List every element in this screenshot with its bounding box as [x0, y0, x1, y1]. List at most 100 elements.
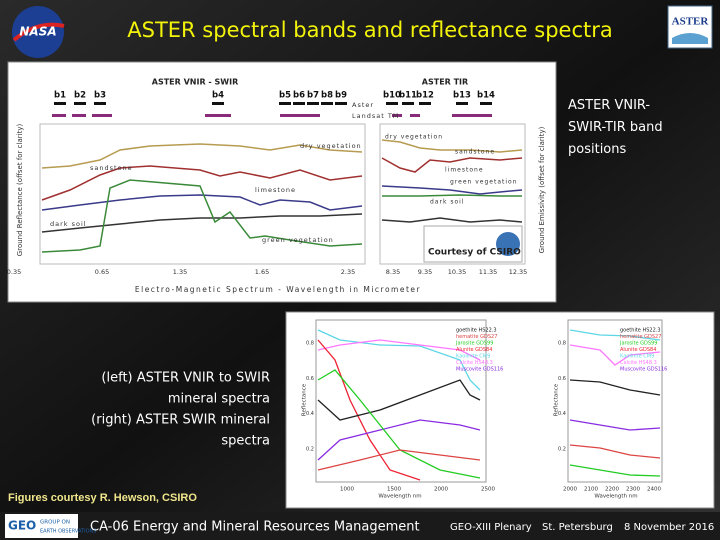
logo-swoosh: [12, 22, 65, 42]
band-label: b14: [477, 91, 495, 101]
legend-entry: goethite HS22.3: [456, 328, 497, 334]
x-tick-label: 2300: [626, 487, 640, 493]
spectrum-curve: [317, 449, 481, 471]
logo-text: GROUP ON: [40, 520, 70, 526]
spectrum-curve: [317, 339, 421, 481]
event: GEO-XIII Plenary: [450, 522, 532, 533]
curve-label: sandstone: [90, 164, 133, 172]
csiro-logo: [496, 232, 520, 256]
band-bar: [335, 102, 347, 105]
legend-entry: Calcite HS48.3: [456, 360, 493, 366]
x-tick-label: 12.35: [509, 268, 528, 276]
tm-bar: [392, 114, 402, 117]
logo-frame: [5, 514, 78, 538]
legend-entry: Jarosite GDS99: [619, 341, 657, 347]
caption: (left) ASTER VNIR to SWIR mineral spectra…: [91, 371, 270, 449]
x-tick-label: 1.65: [255, 268, 269, 276]
band-label: b1: [54, 91, 66, 101]
y-axis-label: Ground Reflectance (offset for clarity): [16, 124, 24, 257]
band-bar: [293, 102, 305, 105]
y-tick-label: 0.2: [558, 446, 566, 452]
x-tick-label: 11.35: [479, 268, 498, 276]
curve-label: limestone: [255, 186, 296, 194]
x-tick-label: 1000: [340, 487, 354, 493]
spectrum-curve: [41, 165, 363, 201]
band-label: b2: [74, 91, 86, 101]
band-label: b12: [416, 91, 434, 101]
spectrum-curve: [381, 157, 523, 173]
band-bar: [74, 102, 86, 105]
tm-bar: [52, 114, 66, 117]
curve-label: dry vegetation: [300, 142, 362, 150]
tm-bar: [452, 114, 492, 117]
logo-text: NASA: [19, 25, 56, 39]
spectrum-curve: [569, 419, 661, 431]
x-tick-label: 2500: [481, 487, 495, 493]
band-figure: ASTER VNIR - SWIR ASTER TIR b1 b2 b3 b4 b5 b6 b7…: [7, 61, 557, 303]
caption: ASTER VNIR-SWIR-TIR band positions: [568, 98, 663, 157]
curve-label: sandstone: [455, 149, 495, 156]
band-bar: [386, 102, 398, 105]
plot-area: [315, 319, 487, 483]
spectrum-curve: [317, 339, 481, 361]
curve-label: dark soil: [50, 220, 87, 228]
legend-entry: Calcite HS48.3: [620, 360, 657, 366]
x-tick-label: 2100: [584, 487, 598, 493]
legend-entry: Alunite GDS84: [620, 347, 656, 353]
logo-disc: [12, 6, 64, 58]
band-label: b5: [279, 91, 291, 101]
tm-bar: [92, 114, 112, 117]
caption-line: (right) ASTER SWIR mineral: [91, 413, 270, 428]
slide-title: ASTER spectral bands and reflectance spe…: [127, 18, 613, 42]
credit-line: Figures courtesy R. Hewson, CSIRO: [8, 492, 197, 504]
session: CA-06 Energy and Mineral Resources Manag…: [90, 520, 420, 535]
spectrum-curve: [41, 194, 363, 211]
aster-logo: ASTER: [667, 5, 713, 49]
logo-text: GEO: [8, 519, 36, 533]
x-axis-label: Wavelength nm: [378, 494, 421, 500]
x-tick-label: 8.35: [386, 268, 400, 276]
legend-entry: Kaolinite CM9: [620, 354, 654, 360]
legend-entry: goethite HS22.3: [620, 328, 661, 334]
spectrum-curve: [381, 185, 523, 195]
band-label: b9: [335, 91, 347, 101]
y-tick-label: 0.2: [306, 446, 314, 452]
curve-label: dry vegetation: [385, 134, 443, 141]
y-tick-label: 0.8: [306, 341, 314, 347]
band-bar: [480, 102, 492, 105]
spectrum-curve: [317, 419, 481, 461]
band-bar: [54, 102, 66, 105]
caption-line: mineral spectra: [168, 392, 270, 407]
band-label: b13: [453, 91, 471, 101]
y-tick-label: 0.4: [558, 411, 566, 417]
band-label: b11: [399, 91, 417, 101]
nasa-logo: NASA: [12, 6, 65, 58]
legend-entry: hematite GDS27: [456, 334, 497, 340]
footer-bar: [0, 512, 720, 540]
geo-logo: GEO GROUP ON EARTH OBSERVATIONS: [5, 514, 96, 538]
y-axis-label: Ground Emissivity (offset for clarity): [538, 126, 546, 253]
y-tick-label: 0.8: [558, 341, 566, 347]
group-label: ASTER VNIR - SWIR: [152, 78, 238, 87]
x-tick-label: 10.35: [448, 268, 467, 276]
band-bar: [321, 102, 333, 105]
x-tick-label: 0.65: [95, 268, 109, 276]
band-bar: [279, 102, 291, 105]
band-bar: [419, 102, 431, 105]
band-label: b6: [293, 91, 305, 101]
curve-label: green vegetation: [450, 179, 518, 186]
x-tick-label: 2200: [605, 487, 619, 493]
legend-entry: Kaolinite CM9: [456, 354, 490, 360]
sensor-label: Aster: [352, 101, 374, 109]
spectrum-curve: [569, 379, 661, 396]
legend-entry: Muscovite GDS116: [620, 367, 667, 373]
logo-text: EARTH OBSERVATIONS: [40, 529, 96, 535]
curve-label: limestone: [445, 167, 484, 174]
spectrum-curve: [41, 143, 363, 169]
x-tick-label: 0.35: [7, 268, 21, 276]
band-label: b4: [212, 91, 224, 101]
curve-label: dark soil: [430, 199, 464, 206]
spectrum-curve: [381, 139, 523, 153]
